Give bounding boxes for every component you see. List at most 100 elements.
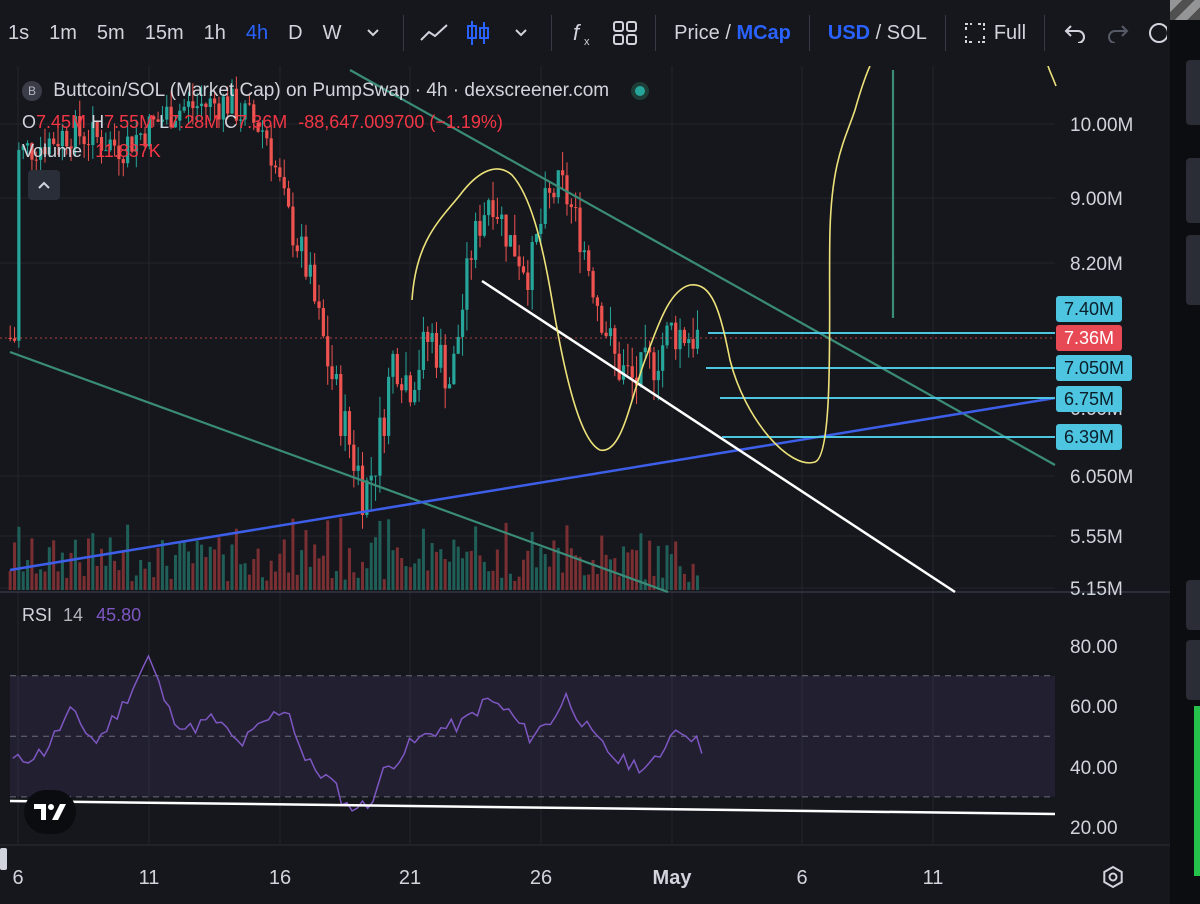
volume-bar (665, 545, 669, 590)
candle-body (112, 139, 117, 146)
price-axis-label: 9.00M (1070, 189, 1123, 210)
volume-bar (313, 544, 317, 590)
candle-body (313, 264, 317, 302)
layout-icon[interactable] (604, 11, 648, 55)
candle-body (552, 192, 556, 198)
volume-bar (661, 577, 665, 590)
candle-body (691, 339, 695, 349)
low-label: L (159, 112, 170, 132)
interval-w[interactable]: W (322, 21, 342, 44)
chart-canvas[interactable]: 10.00M9.00M8.20M6.050M5.55M5.15M6.60M80.… (0, 66, 1170, 904)
side-tab[interactable] (1186, 580, 1200, 630)
candle-body (147, 116, 151, 147)
candles-icon[interactable] (456, 11, 500, 55)
candle-body (169, 106, 173, 128)
side-tab[interactable] (1186, 60, 1200, 125)
volume-bar (321, 555, 325, 590)
candle-body (256, 122, 260, 132)
volume-bar (169, 578, 173, 590)
candle-body (65, 130, 69, 147)
candle-body (400, 384, 404, 391)
candle-body (587, 250, 591, 271)
candle-body (21, 145, 25, 150)
mcap-label: MCap (736, 21, 791, 44)
collapse-legend-button[interactable] (28, 170, 60, 200)
candle-body (347, 411, 352, 445)
time-axis-label: 11 (923, 867, 944, 889)
rsi-axis-label: 60.00 (1070, 697, 1118, 718)
volume-bar (69, 552, 73, 590)
candle-body (513, 235, 517, 257)
volume-bar (247, 574, 251, 590)
side-tab[interactable] (1186, 640, 1200, 700)
chart-area[interactable]: 10.00M9.00M8.20M6.050M5.55M5.15M6.60M80.… (0, 66, 1170, 904)
interval-4h[interactable]: 4h (245, 21, 269, 44)
fullscreen-button[interactable]: Full (954, 22, 1036, 45)
interval-5m[interactable]: 5m (96, 21, 125, 44)
volume-bar (395, 547, 399, 590)
tradingview-logo[interactable] (24, 790, 76, 834)
side-tab[interactable] (1186, 158, 1200, 223)
ohlc-row: O7.45M H7.55M L7.28M C7.36M -88,647.0097… (22, 112, 503, 133)
candle-body (539, 223, 543, 234)
volume-bar (656, 545, 660, 590)
candle-body (517, 256, 521, 267)
volume-bar (130, 581, 134, 590)
volume-bar (608, 559, 612, 590)
candle-body (134, 134, 138, 152)
volume-bar (461, 558, 465, 590)
svg-text:x: x (584, 36, 590, 48)
volume-bar (556, 547, 560, 590)
volume-bar (308, 566, 312, 590)
volume-bar (43, 571, 47, 590)
candle-body (239, 119, 243, 121)
volume-bar (347, 548, 351, 590)
volume-bar (17, 526, 21, 590)
volume-bar (173, 554, 177, 590)
volume-bar (582, 575, 586, 590)
candle-body (226, 96, 230, 114)
candle-body (373, 475, 378, 477)
interval-1s[interactable]: 1s (8, 21, 30, 44)
interval-1h[interactable]: 1h (203, 21, 226, 44)
price-mcap-toggle[interactable]: Price / MCap (664, 22, 801, 45)
candle-body (626, 365, 630, 367)
candle-body (421, 331, 426, 370)
side-tab[interactable] (1186, 235, 1200, 305)
candle-body (56, 143, 60, 147)
fullscreen-icon (964, 23, 985, 43)
candle-body (199, 103, 204, 107)
candle-body (260, 130, 265, 132)
undo-icon[interactable] (1053, 11, 1097, 55)
volume-bar (100, 548, 104, 590)
volume-bar (208, 546, 212, 590)
high-value: 7.55M (104, 112, 155, 132)
scroll-handle[interactable] (1170, 0, 1200, 20)
chevron-down-icon[interactable] (351, 11, 395, 55)
currency-toggle[interactable]: USD / SOL (818, 22, 937, 45)
candle-body (117, 145, 121, 160)
white-trendline (481, 279, 956, 594)
chart-settings-button[interactable] (1098, 862, 1128, 892)
volume-bar (622, 546, 626, 590)
settings-icon[interactable] (1140, 11, 1170, 55)
volume-bar (465, 551, 469, 590)
open-value: 7.45M (36, 112, 87, 132)
volume-bar (334, 571, 338, 590)
candle-body (334, 373, 339, 380)
volume-bar (548, 566, 552, 590)
close-value: 7.36M (237, 112, 288, 132)
level-badge: 7.050M (1056, 355, 1133, 381)
interval-d[interactable]: D (288, 21, 303, 44)
svg-text:f: f (573, 20, 582, 45)
chevron-down-icon[interactable] (499, 11, 543, 55)
candle-body (165, 106, 169, 120)
line-chart-icon[interactable] (412, 11, 456, 55)
candle-body (382, 417, 386, 436)
volume-bar (495, 549, 499, 590)
interval-1m[interactable]: 1m (49, 21, 77, 44)
redo-icon[interactable] (1097, 11, 1141, 55)
interval-15m[interactable]: 15m (144, 21, 184, 44)
volume-bar (565, 525, 569, 590)
